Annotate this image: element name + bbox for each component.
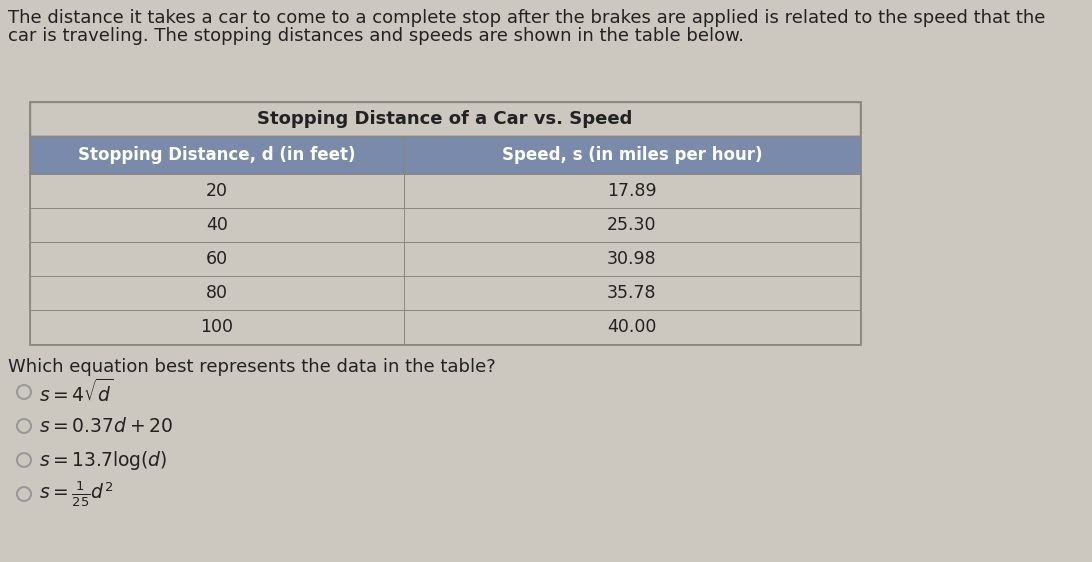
Bar bbox=[404, 276, 860, 310]
Text: $s = 0.37d + 20$: $s = 0.37d + 20$ bbox=[39, 416, 173, 436]
Bar bbox=[29, 208, 404, 242]
Bar bbox=[29, 276, 404, 310]
Text: 100: 100 bbox=[200, 318, 234, 336]
Text: $s = \frac{1}{25}d^2$: $s = \frac{1}{25}d^2$ bbox=[39, 479, 114, 509]
Bar bbox=[29, 102, 860, 136]
Bar bbox=[29, 136, 404, 174]
Text: 17.89: 17.89 bbox=[607, 182, 656, 200]
Bar bbox=[29, 310, 404, 344]
Bar bbox=[404, 174, 860, 208]
Text: Which equation best represents the data in the table?: Which equation best represents the data … bbox=[8, 358, 496, 376]
Text: car is traveling. The stopping distances and speeds are shown in the table below: car is traveling. The stopping distances… bbox=[8, 27, 744, 45]
Bar bbox=[29, 102, 860, 344]
Bar bbox=[29, 174, 404, 208]
Text: Speed, s (in miles per hour): Speed, s (in miles per hour) bbox=[501, 146, 762, 164]
Text: 25.30: 25.30 bbox=[607, 216, 656, 234]
Text: $s = 4\sqrt{d}$: $s = 4\sqrt{d}$ bbox=[39, 378, 114, 406]
Text: 35.78: 35.78 bbox=[607, 284, 656, 302]
Text: 40: 40 bbox=[205, 216, 228, 234]
Bar bbox=[404, 310, 860, 344]
Text: Stopping Distance, d (in feet): Stopping Distance, d (in feet) bbox=[78, 146, 356, 164]
Text: 60: 60 bbox=[205, 250, 228, 268]
Text: $s = 13.7\mathrm{log}(d)$: $s = 13.7\mathrm{log}(d)$ bbox=[39, 448, 167, 472]
Text: 80: 80 bbox=[205, 284, 228, 302]
Text: 40.00: 40.00 bbox=[607, 318, 656, 336]
Text: The distance it takes a car to come to a complete stop after the brakes are appl: The distance it takes a car to come to a… bbox=[8, 9, 1045, 27]
Text: Stopping Distance of a Car vs. Speed: Stopping Distance of a Car vs. Speed bbox=[258, 110, 632, 128]
Bar bbox=[29, 242, 404, 276]
Bar bbox=[404, 136, 860, 174]
Text: 30.98: 30.98 bbox=[607, 250, 656, 268]
Text: 20: 20 bbox=[205, 182, 228, 200]
Bar bbox=[404, 242, 860, 276]
Bar bbox=[404, 208, 860, 242]
